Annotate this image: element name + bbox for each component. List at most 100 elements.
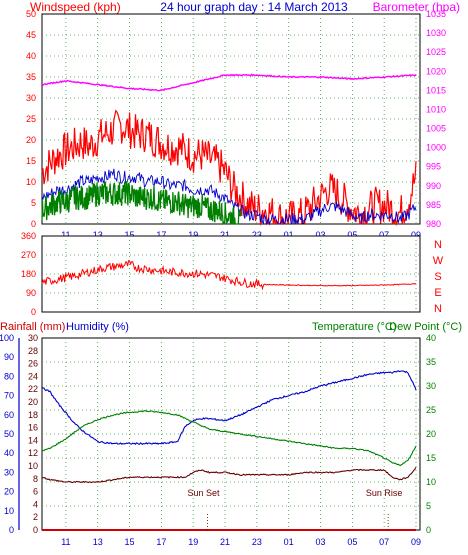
windspeed-tick: 0	[31, 219, 36, 229]
temperature-tick: 30	[426, 381, 436, 391]
compass-label: N	[434, 303, 442, 315]
direction-tick: 360	[21, 231, 36, 241]
windspeed-tick: 35	[26, 72, 36, 82]
x-tick-label: 01	[284, 537, 294, 547]
humidity-tick: 90	[4, 352, 14, 362]
barometer-tick: 995	[426, 162, 441, 172]
rainfall-tick: 14	[28, 435, 38, 445]
x-tick-label: 07	[379, 537, 389, 547]
barometer-axis-title: Barometer (hpa)	[373, 0, 460, 14]
series-average	[41, 181, 242, 225]
x-tick-label: 23	[252, 230, 262, 240]
temperature-ticks: 0 5 10 15 20 25 30 35 40	[426, 333, 436, 535]
compass-label: E	[434, 287, 441, 299]
wind-panel-series	[41, 73, 417, 227]
x-tick-label: 09	[411, 537, 421, 547]
wind-panel-x-ticks: 11 13 15 17 19 21 23 01 03 05 07 09	[61, 230, 421, 240]
rainfall-tick: 0	[33, 525, 38, 535]
compass-label: N	[434, 239, 442, 251]
humidity-tick: 100	[0, 333, 14, 343]
x-tick-label: 15	[125, 537, 135, 547]
x-tick-label: 11	[61, 537, 70, 547]
direction-tick: 270	[21, 250, 36, 260]
humidity-tick: 40	[4, 448, 14, 458]
x-tick-label: 09	[411, 230, 421, 240]
humidity-tick: 10	[4, 506, 14, 516]
barometer-tick: 1025	[426, 47, 446, 57]
x-tick-label: 11	[61, 230, 70, 240]
humidity-axis-title: Humidity (%)	[66, 321, 129, 333]
x-tick-label: 23	[252, 537, 262, 547]
temperature-panel-x-ticks: 11 13 15 17 19 21 23 01 03 05 07 09	[61, 537, 421, 547]
temperature-panel-grid	[42, 338, 420, 530]
humidity-tick: 70	[4, 391, 14, 401]
series-humidity-	[41, 370, 417, 445]
x-tick-label: 21	[220, 537, 230, 547]
rainfall-tick: 18	[28, 410, 38, 420]
humidity-tick: 60	[4, 410, 14, 420]
sun-annotation-label: Sun Set	[188, 488, 221, 498]
compass-label: S	[434, 271, 441, 283]
rainfall-tick: 16	[28, 423, 38, 433]
barometer-tick: 1015	[426, 85, 446, 95]
temperature-tick: 35	[426, 357, 436, 367]
humidity-tick: 30	[4, 467, 14, 477]
barometer-tick: 1030	[426, 28, 446, 38]
windspeed-tick: 5	[31, 198, 36, 208]
x-tick-label: 05	[347, 537, 357, 547]
rainfall-tick: 8	[33, 474, 38, 484]
windspeed-axis-title: Windspeed (kph)	[30, 0, 121, 14]
series-dew-point-c-	[42, 466, 417, 484]
barometer-ticks: 980 985 990 995 1000 1005 1010 1015 1020 1025 1030…	[426, 9, 446, 229]
x-tick-label: 17	[156, 230, 166, 240]
direction-ticks: 0 90 180 270 360	[21, 231, 36, 317]
chart-title: 24 hour graph day : 14 March 2013	[160, 0, 348, 14]
x-tick-label: 13	[93, 230, 103, 240]
series-windspeed-kph-	[41, 109, 417, 227]
humidity-tick: 50	[4, 429, 14, 439]
series-barometer-hpa-	[41, 73, 417, 92]
rainfall-tick: 20	[28, 397, 38, 407]
windspeed-tick: 40	[26, 51, 36, 61]
windspeed-tick: 30	[26, 93, 36, 103]
temperature-tick: 25	[426, 405, 436, 415]
x-tick-label: 07	[379, 230, 389, 240]
rainfall-tick: 22	[28, 384, 38, 394]
series-temperature-c-	[41, 410, 417, 467]
x-tick-label: 05	[347, 230, 357, 240]
temperature-tick: 15	[426, 453, 436, 463]
rainfall-tick: 4	[33, 499, 38, 509]
rainfall-tick: 12	[28, 448, 38, 458]
direction-tick: 90	[26, 288, 36, 298]
rainfall-tick: 2	[33, 512, 38, 522]
windspeed-tick: 10	[26, 177, 36, 187]
barometer-tick: 1000	[426, 143, 446, 153]
barometer-tick: 980	[426, 219, 441, 229]
rainfall-tick: 24	[28, 371, 38, 381]
rainfall-tick: 26	[28, 359, 38, 369]
series-wind-direction	[41, 260, 417, 291]
barometer-tick: 990	[426, 181, 441, 191]
barometer-tick: 1020	[426, 66, 446, 76]
x-tick-label: 15	[125, 230, 135, 240]
x-tick-label: 13	[93, 537, 103, 547]
series-gust	[41, 168, 417, 226]
barometer-tick: 1005	[426, 124, 446, 134]
direction-panel-grid	[42, 236, 420, 312]
windspeed-ticks: 0 5 10 15 20 25 30 35 40 45 50	[26, 9, 36, 229]
barometer-tick: 1035	[426, 9, 446, 19]
humidity-tick: 20	[4, 487, 14, 497]
x-tick-label: 03	[316, 230, 326, 240]
x-tick-label: 21	[220, 230, 230, 240]
x-tick-label: 03	[316, 537, 326, 547]
sun-annotations: Sun Set Sun Rise	[188, 488, 402, 530]
direction-panel-series	[41, 260, 417, 291]
windspeed-tick: 25	[26, 114, 36, 124]
temperature-panel-series	[41, 370, 417, 531]
